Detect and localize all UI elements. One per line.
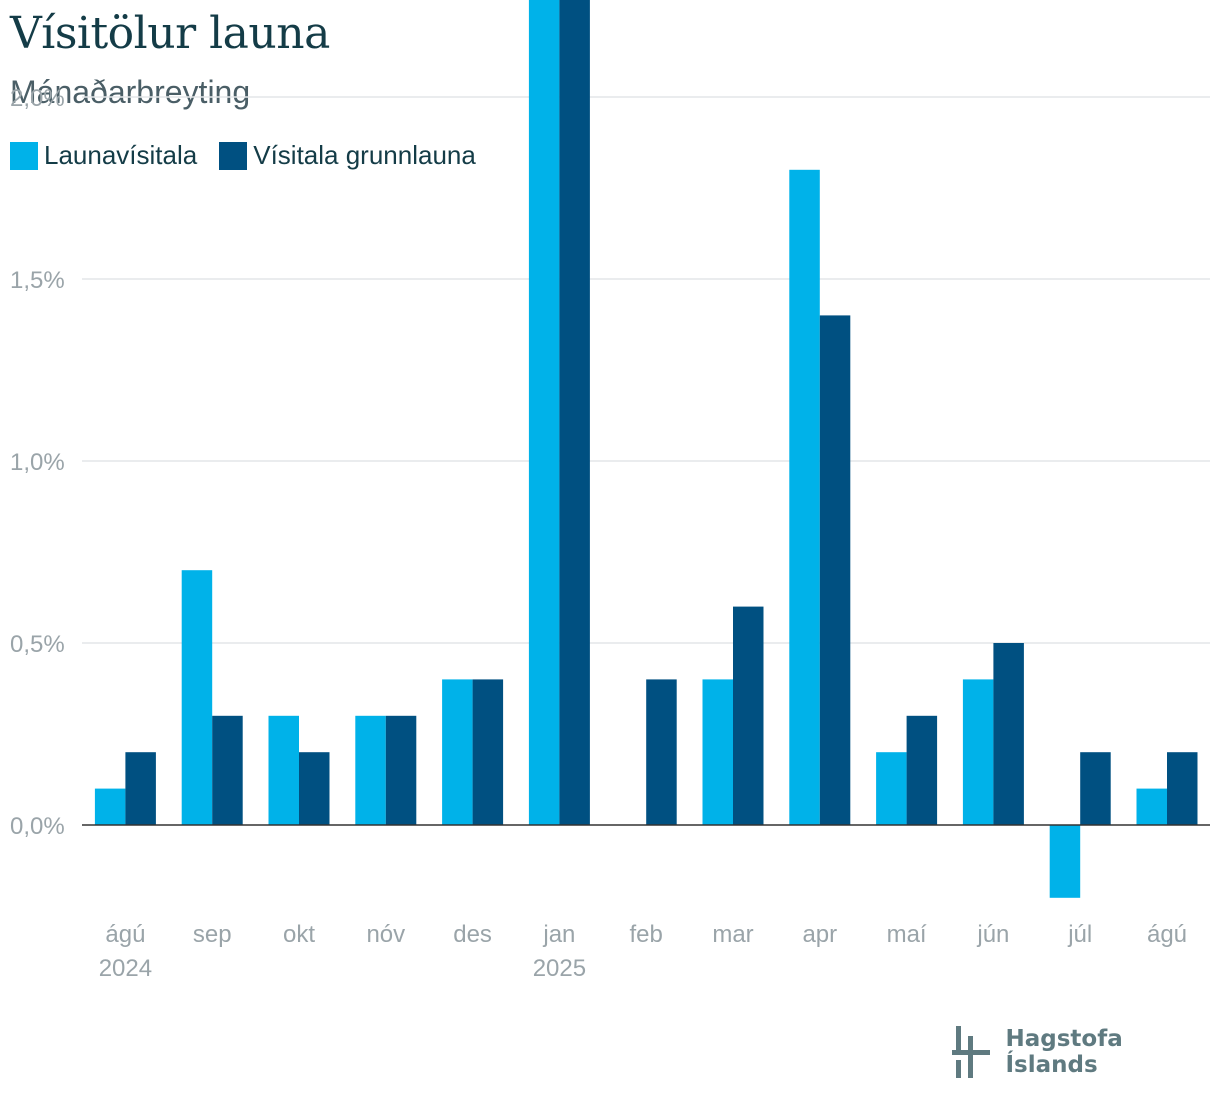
y-tick-label: 1,5% [10, 267, 65, 294]
bar-launavisitala [876, 752, 907, 825]
legend-swatch-launavisitala [10, 141, 38, 170]
bar-launavisitala [1049, 825, 1081, 898]
legend-item-grunnlauna: Vísitala grunnlauna [219, 140, 476, 171]
x-tick-label: ágú [1147, 921, 1187, 948]
y-tick-label: 1,0% [10, 449, 65, 476]
bar-launavisitala [962, 679, 994, 825]
legend: Launavísitala Vísitala grunnlauna [10, 140, 498, 171]
legend-label-launavisitala: Launavísitala [44, 140, 198, 170]
bar-launavisitala [702, 679, 733, 825]
x-tick-label: sep [193, 921, 232, 948]
axes: 0,0%0,5%1,0%1,5%2,0%2,5%3,0%ágú2024sepok… [10, 85, 1210, 982]
bar-grunnlauna [906, 715, 938, 825]
gridlines [82, 96, 1210, 644]
x-tick-label: júl [1067, 921, 1092, 948]
bar-grunnlauna [1080, 752, 1111, 825]
bar-launavisitala [181, 570, 213, 825]
x-tick-label: maí [887, 921, 927, 948]
hagstofa-logo: Hagstofa Íslands [952, 1026, 1220, 1078]
bar-grunnlauna [1167, 752, 1198, 825]
x-tick-label: apr [802, 921, 837, 948]
bar-grunnlauna [646, 679, 677, 825]
x-tick-label: nóv [366, 921, 405, 948]
bar-launavisitala [789, 169, 820, 826]
x-tick-label: ágú [105, 921, 145, 948]
x-year-label: 2025 [533, 955, 586, 982]
bar-launavisitala [1136, 788, 1167, 825]
hagstofa-logo-icon [952, 1026, 990, 1078]
chart-title: Vísitölur launa [10, 8, 330, 59]
bars [94, 0, 1198, 898]
legend-swatch-grunnlauna [219, 141, 248, 170]
x-tick-label: des [453, 921, 492, 948]
bar-launavisitala [355, 715, 386, 825]
bar-chart: 0,0%0,5%1,0%1,5%2,0%2,5%3,0%ágú2024sepok… [10, 0, 1210, 982]
x-tick-label: okt [283, 921, 315, 948]
x-tick-label: feb [630, 921, 663, 948]
bar-launavisitala [442, 679, 473, 825]
y-tick-label: 0,5% [10, 631, 65, 658]
legend-label-grunnlauna: Vísitala grunnlauna [253, 140, 476, 170]
x-tick-label: jan [542, 921, 575, 948]
bar-grunnlauna [472, 679, 504, 825]
bar-grunnlauna [299, 752, 330, 825]
chart-subtitle: Mánaðarbreyting [10, 74, 251, 110]
bar-launavisitala [268, 715, 299, 825]
bar-grunnlauna [125, 752, 156, 825]
bar-grunnlauna [385, 715, 417, 825]
bar-grunnlauna [819, 315, 851, 825]
bar-grunnlauna [559, 0, 590, 825]
bar-grunnlauna [993, 643, 1024, 825]
bar-grunnlauna [733, 606, 764, 825]
legend-item-launavisitala: Launavísitala [10, 140, 197, 171]
y-tick-label: 0,0% [10, 813, 65, 840]
bar-launavisitala [94, 788, 126, 825]
logo-text: Hagstofa Íslands [1005, 1026, 1123, 1078]
x-year-label: 2024 [99, 955, 152, 982]
bar-grunnlauna [212, 715, 243, 825]
x-tick-label: jún [976, 921, 1009, 948]
y-tick-label: 2,0% [10, 85, 65, 112]
bar-launavisitala [528, 0, 560, 826]
x-tick-label: mar [712, 921, 753, 948]
